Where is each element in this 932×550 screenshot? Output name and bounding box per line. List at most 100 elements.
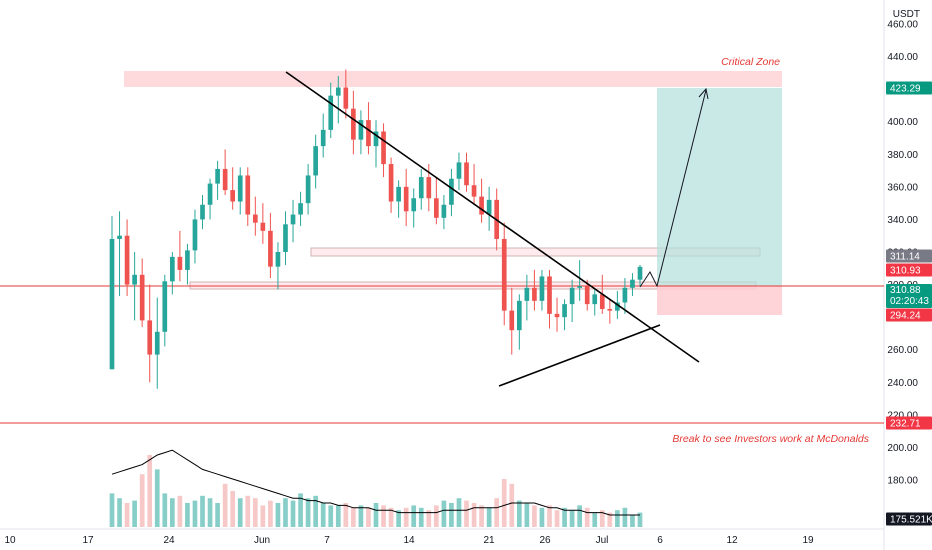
candle-body (479, 196, 484, 215)
volume-bar (170, 498, 175, 527)
projection-arrowhead (698, 87, 709, 100)
candle-body (313, 146, 318, 176)
candle-body (124, 235, 130, 285)
volume-bar (592, 512, 598, 527)
candle-body (516, 300, 522, 331)
candle-body (630, 279, 635, 288)
volume-bar (539, 507, 545, 527)
candle-body (335, 87, 341, 96)
candle-body (162, 281, 168, 332)
volume-bar (426, 510, 432, 527)
candle-body (298, 203, 303, 215)
candle-body (215, 168, 220, 184)
candle-body (268, 230, 273, 267)
candle-body (532, 287, 537, 301)
candle-body (351, 108, 356, 140)
volume-bar (622, 507, 628, 527)
volume-bar (147, 455, 153, 527)
volume-bar (207, 498, 213, 527)
candle-body (434, 198, 439, 218)
y-tick-label: 180.00 (887, 476, 918, 487)
volume-bar (335, 505, 341, 527)
candle-body (584, 286, 590, 305)
candle-body (328, 95, 334, 130)
volume-bar (177, 495, 183, 527)
volume-bar (373, 503, 379, 527)
volume-bar (494, 498, 500, 527)
y-tick-label: 200.00 (887, 443, 918, 454)
x-tick-label: 14 (403, 535, 415, 546)
candle-body (366, 120, 371, 147)
volume-bar (449, 503, 454, 527)
candle-body (117, 235, 122, 239)
candle-body (373, 131, 379, 147)
volume-bar (185, 503, 190, 527)
candle-body (388, 164, 394, 202)
candle-body (320, 129, 326, 147)
volume-bar (109, 493, 115, 527)
price-tag-label: 232.71 (890, 419, 921, 430)
price-tag (886, 512, 932, 526)
candle-body (524, 287, 530, 301)
candle-body (260, 222, 266, 231)
x-tick-label: Jun (254, 535, 270, 546)
volume-bar (524, 503, 530, 527)
volume-bar (411, 505, 417, 527)
candle-body (592, 294, 598, 305)
x-tick-label: 7 (324, 535, 330, 546)
volume-bar (305, 498, 311, 527)
y-tick-label: 220.00 (887, 410, 918, 421)
candle-body (471, 185, 477, 197)
volume-bar (516, 500, 522, 527)
volume-bar (320, 503, 326, 527)
candle-body (403, 186, 409, 212)
price-tag-label: 423.29 (890, 84, 921, 95)
volume-bar (192, 500, 198, 527)
candle-body (237, 175, 243, 202)
candle-body (607, 309, 613, 311)
volume-layer (109, 455, 643, 527)
y-tick-label: 260.00 (887, 345, 918, 356)
x-tick-label: 21 (483, 535, 495, 546)
volume-bar (637, 512, 643, 527)
volume-bar (607, 512, 613, 527)
candle-body (509, 310, 515, 331)
volume-bar (200, 495, 205, 527)
volume-bar (252, 498, 258, 527)
y-tick-label: 240.00 (887, 378, 918, 389)
candle-body (230, 190, 236, 202)
candle-body (396, 186, 401, 202)
candle-body (501, 238, 507, 311)
volume-bar (215, 503, 220, 527)
volume-bar (547, 505, 552, 527)
volume-bar (162, 493, 168, 527)
volume-bar (434, 505, 439, 527)
volume-bar (532, 505, 537, 527)
volume-bar (124, 503, 130, 527)
candle-body (562, 304, 567, 318)
volume-bar (237, 498, 243, 527)
candle-body (449, 178, 454, 205)
ascending-trendline (498, 324, 661, 387)
candle-body (245, 175, 251, 215)
volume-bar (577, 505, 582, 527)
volume-bar (615, 510, 620, 527)
candle-body (147, 320, 153, 355)
volume-bar (290, 500, 296, 527)
volume-bar (313, 495, 318, 527)
candle-body (154, 331, 160, 355)
volume-bar (222, 483, 228, 527)
x-tick-label: 10 (4, 535, 16, 546)
candle-body (207, 183, 213, 205)
volume-bar (569, 510, 575, 527)
break-note-label: Break to see Investors work at McDonalds (672, 433, 869, 445)
projection-path (639, 89, 707, 288)
price-tag-label: 175.521K (890, 515, 932, 526)
candle-body (252, 214, 258, 223)
volume-bar (562, 507, 567, 527)
critical-zone-box (124, 71, 782, 87)
volume-bar (132, 500, 137, 527)
price-tag-label: 310.88 (890, 285, 921, 296)
